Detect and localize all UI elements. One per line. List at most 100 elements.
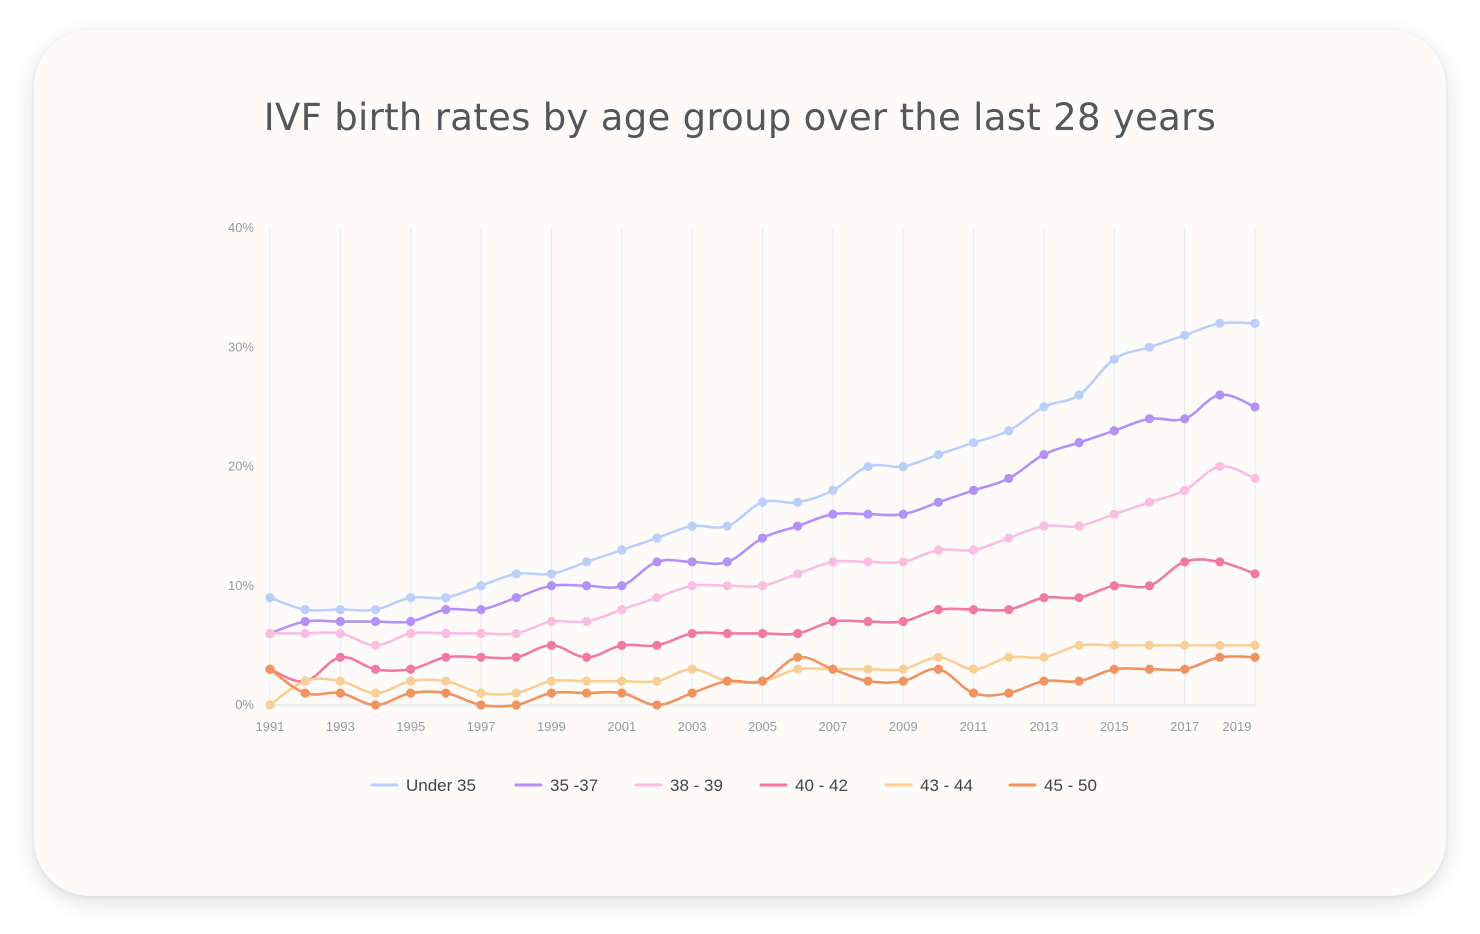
data-point-under-35-2009 bbox=[898, 461, 908, 472]
data-point-45-50-1995 bbox=[406, 688, 416, 698]
data-point-35-37-1996 bbox=[441, 605, 451, 615]
series-40-42 bbox=[265, 557, 1260, 686]
data-point-45-50-2004 bbox=[722, 676, 732, 686]
data-point-40-42-2012 bbox=[1004, 605, 1014, 615]
data-point-43-44-1991 bbox=[265, 700, 275, 710]
legend-item-45-50[interactable]: 45 - 50 bbox=[1008, 776, 1097, 795]
data-point-45-50-2012 bbox=[1004, 688, 1014, 698]
chart-card bbox=[34, 30, 1446, 896]
data-point-40-42-2005 bbox=[757, 628, 768, 639]
data-point-43-44-2017 bbox=[1180, 640, 1190, 650]
legend-label: 35 -37 bbox=[550, 776, 598, 795]
data-point-38-39-2010 bbox=[933, 545, 943, 555]
data-point-43-44-2010 bbox=[933, 652, 943, 662]
data-point-43-44-2006 bbox=[793, 664, 803, 674]
y-tick-label: 40% bbox=[228, 220, 254, 235]
data-point-45-50-2008 bbox=[863, 676, 873, 686]
data-point-45-50-1992 bbox=[300, 688, 310, 698]
data-point-43-44-2019 bbox=[1250, 640, 1260, 650]
data-point-43-44-2012 bbox=[1004, 652, 1014, 662]
data-point-43-44-1997 bbox=[476, 688, 486, 698]
x-tick-label: 2011 bbox=[960, 719, 988, 734]
data-point-45-50-2017 bbox=[1180, 664, 1190, 674]
chart-axes: 0% 10% 20% 30% 40% 1991 1993 1995 1997 1999 2001 20… bbox=[228, 220, 1251, 734]
data-point-40-42-2008 bbox=[863, 616, 873, 627]
legend-item-43-44[interactable]: 43 - 44 bbox=[884, 776, 973, 795]
data-point-45-50-2006 bbox=[793, 652, 803, 662]
data-point-43-44-2002 bbox=[652, 676, 662, 686]
legend-item-under-35[interactable]: Under 35 bbox=[370, 776, 476, 795]
data-point-35-37-2008 bbox=[863, 509, 873, 519]
data-point-under-35-2011 bbox=[968, 438, 979, 448]
data-point-38-39-2015 bbox=[1109, 509, 1119, 519]
data-point-35-37-1999 bbox=[546, 581, 557, 591]
data-point-under-35-1992 bbox=[300, 605, 310, 615]
data-point-under-35-2018 bbox=[1215, 318, 1225, 328]
data-point-under-35-2013 bbox=[1039, 402, 1049, 412]
data-point-38-39-2017 bbox=[1180, 485, 1190, 495]
data-point-45-50-2010 bbox=[933, 664, 943, 674]
data-point-under-35-2006 bbox=[793, 497, 803, 507]
legend-label: 38 - 39 bbox=[670, 776, 723, 795]
chart-grid bbox=[269, 228, 1256, 706]
x-tick-label: 2001 bbox=[607, 719, 636, 734]
data-point-under-35-1994 bbox=[370, 605, 381, 615]
data-point-38-39-2000 bbox=[582, 616, 592, 627]
data-point-35-37-2014 bbox=[1074, 438, 1084, 448]
legend-label: 40 - 42 bbox=[795, 776, 848, 795]
y-tick-label: 10% bbox=[228, 578, 254, 593]
data-point-38-39-2003 bbox=[687, 581, 697, 591]
data-point-38-39-2013 bbox=[1039, 521, 1049, 531]
data-point-under-35-2000 bbox=[582, 557, 592, 567]
data-point-under-35-1997 bbox=[476, 581, 486, 591]
data-point-40-42-1996 bbox=[441, 652, 451, 662]
data-point-45-50-1999 bbox=[546, 688, 557, 698]
data-point-35-37-1992 bbox=[300, 616, 310, 627]
data-point-45-50-2018 bbox=[1215, 652, 1225, 662]
data-point-under-35-2016 bbox=[1144, 342, 1155, 352]
data-point-38-39-2014 bbox=[1074, 521, 1084, 531]
data-point-38-39-1998 bbox=[511, 628, 521, 639]
data-point-40-42-1993 bbox=[335, 652, 345, 662]
data-point-38-39-1995 bbox=[406, 628, 416, 639]
legend-label: 45 - 50 bbox=[1044, 776, 1097, 795]
data-point-35-37-2000 bbox=[582, 581, 592, 591]
data-point-under-35-1993 bbox=[335, 605, 345, 615]
data-point-45-50-2011 bbox=[968, 688, 979, 698]
data-point-40-42-2019 bbox=[1250, 569, 1260, 579]
data-point-45-50-1998 bbox=[511, 700, 521, 710]
data-point-43-44-2011 bbox=[968, 664, 979, 674]
data-point-35-37-2019 bbox=[1250, 402, 1260, 412]
legend-item-38-39[interactable]: 38 - 39 bbox=[634, 776, 723, 795]
data-point-43-44-1999 bbox=[546, 676, 557, 686]
data-point-under-35-2004 bbox=[722, 521, 732, 531]
x-tick-label: 2017 bbox=[1170, 719, 1199, 734]
data-point-35-37-1998 bbox=[511, 593, 521, 603]
x-tick-label: 1991 bbox=[256, 719, 285, 734]
x-tick-label: 2003 bbox=[678, 719, 707, 734]
data-point-45-50-1994 bbox=[370, 700, 381, 710]
data-point-43-44-2009 bbox=[898, 664, 908, 674]
data-point-40-42-1999 bbox=[546, 640, 557, 650]
data-point-40-42-2003 bbox=[687, 628, 697, 639]
data-point-45-50-2014 bbox=[1074, 676, 1084, 686]
legend-item-35-37[interactable]: 35 -37 bbox=[514, 776, 598, 795]
data-point-38-39-2009 bbox=[898, 557, 908, 567]
legend-item-40-42[interactable]: 40 - 42 bbox=[759, 776, 848, 795]
data-point-43-44-2015 bbox=[1109, 640, 1119, 650]
data-point-35-37-2012 bbox=[1004, 473, 1014, 484]
data-point-35-37-2017 bbox=[1180, 414, 1190, 424]
data-point-40-42-2010 bbox=[933, 605, 943, 615]
data-point-40-42-2017 bbox=[1180, 557, 1190, 567]
data-point-38-39-1994 bbox=[370, 640, 381, 650]
data-point-38-39-2008 bbox=[863, 557, 873, 567]
data-point-under-35-2017 bbox=[1180, 330, 1190, 340]
data-point-45-50-1993 bbox=[335, 688, 345, 698]
chart-legend: Under 35 35 -37 38 - 39 40 - 42 43 - 44 45 - … bbox=[370, 776, 1097, 795]
data-point-35-37-2015 bbox=[1109, 426, 1119, 436]
data-point-38-39-2006 bbox=[793, 569, 803, 579]
x-tick-label: 2009 bbox=[889, 719, 918, 734]
data-point-40-42-2009 bbox=[898, 616, 908, 627]
data-point-38-39-1991 bbox=[265, 628, 275, 639]
